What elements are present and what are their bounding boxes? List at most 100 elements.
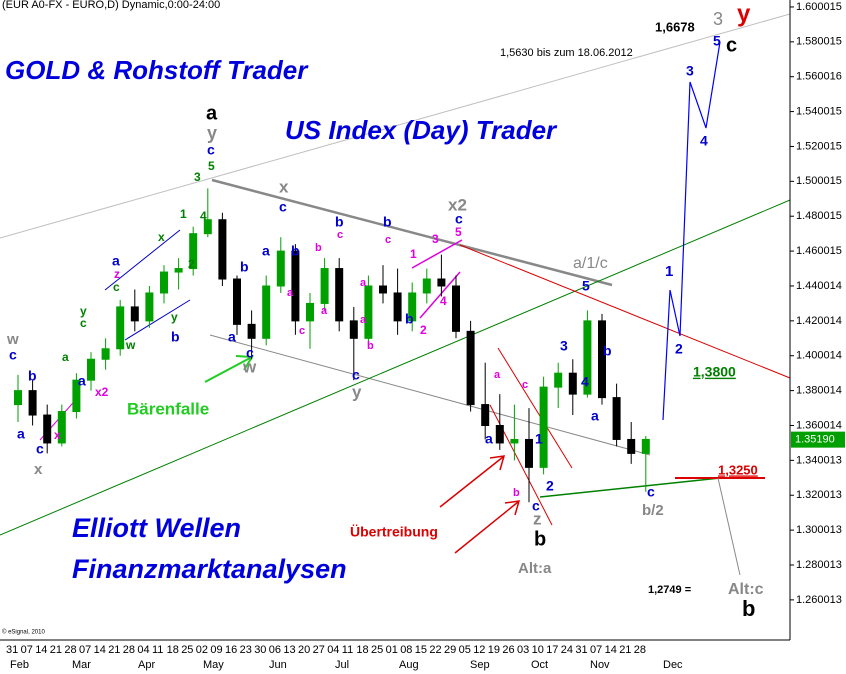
x-day-label: 11 — [342, 644, 353, 656]
last-price-label: 1.35190 — [795, 434, 835, 446]
candle-body — [349, 320, 358, 339]
annotation: 1,3250 — [718, 462, 758, 477]
x-day-label: 15 — [415, 644, 427, 656]
wave-label: c — [279, 199, 287, 215]
candle-body — [510, 438, 519, 444]
wave-label: x — [279, 177, 289, 196]
annotation: 1,6678 — [655, 19, 695, 34]
wave-label: y — [352, 382, 362, 401]
x-day-label: 11 — [152, 644, 163, 656]
wave-label: b — [534, 528, 546, 550]
candle-body — [335, 268, 344, 322]
x-day-label: 14 — [35, 644, 47, 656]
x-month-label: Nov — [590, 659, 610, 671]
x-day-label: 16 — [225, 644, 237, 656]
x-day-label: 19 — [488, 644, 500, 656]
wave-label: a — [321, 305, 328, 317]
wave-label: w — [242, 357, 257, 376]
wave-label: c — [299, 325, 305, 337]
candle-body — [612, 397, 621, 440]
arrow-head — [504, 500, 521, 516]
copyright: © eSignal, 2010 — [2, 629, 45, 636]
y-tick-label: 1.600015 — [796, 1, 842, 13]
x-day-label: 25 — [371, 644, 383, 656]
red-channel-line — [489, 404, 553, 526]
candle-body — [379, 285, 387, 294]
x-day-label: 22 — [429, 644, 441, 656]
x-day-label: 26 — [502, 644, 514, 656]
wave-label: a/1/c — [573, 255, 608, 272]
wave-label: b — [171, 329, 180, 345]
wave-label: y — [737, 0, 751, 27]
candle-body — [627, 438, 636, 454]
wave-label: a — [591, 408, 599, 424]
wave-label: 1 — [410, 247, 417, 261]
wave-label: c — [532, 498, 540, 514]
x-month-label: Sep — [470, 659, 490, 671]
wave-label: x — [54, 428, 61, 442]
candle-body — [14, 390, 22, 406]
wave-label: x2 — [95, 385, 109, 399]
candle-body — [525, 438, 533, 468]
x-day-label: 25 — [181, 644, 193, 656]
x-day-label: 13 — [283, 644, 295, 656]
candle-body — [481, 404, 490, 427]
x-day-label: 07 — [590, 644, 602, 656]
x-month-label: Aug — [399, 659, 419, 671]
annotation: Alt:a — [518, 560, 552, 577]
wave-label: 5 — [713, 33, 721, 49]
x-day-label: 02 — [196, 644, 208, 656]
candle-body — [130, 306, 139, 322]
magenta-channel-line — [419, 271, 461, 319]
red-channel-line — [497, 347, 573, 469]
annotation: 1,3800 — [693, 364, 736, 380]
axes: 1.600015 1.580015 1.560016 1.540015 1.520015… — [6, 1, 845, 671]
wave-label: 2 — [420, 323, 427, 337]
wave-label: 5 — [208, 159, 215, 173]
x-day-label: 14 — [94, 644, 106, 656]
arrow-head — [489, 455, 506, 471]
candle-body — [554, 372, 563, 388]
y-tick-label: 1.440014 — [796, 280, 842, 292]
wave-label: a — [485, 431, 493, 447]
annotation: Übertreibung — [350, 524, 438, 540]
x-day-label: 28 — [64, 644, 76, 656]
wave-label: c — [36, 441, 44, 457]
x-day-label: 24 — [561, 644, 573, 656]
y-tick-label: 1.300013 — [796, 524, 842, 536]
wave-label: 4 — [440, 294, 447, 308]
wave-label: a — [17, 426, 25, 442]
wave-label: c — [455, 211, 463, 227]
upper-trend-line — [0, 13, 791, 239]
candle-body — [43, 414, 52, 444]
candle-body — [189, 233, 198, 270]
x-day-label: 04 — [137, 644, 149, 656]
candle-body — [101, 348, 110, 360]
x-day-label: 14 — [605, 644, 617, 656]
candle-body — [364, 285, 373, 339]
wave-label: c — [352, 367, 360, 383]
wave-label: a — [228, 329, 236, 345]
candle-body — [145, 292, 154, 322]
y-tick-label: 1.520015 — [796, 140, 842, 152]
x-month-label: Dec — [663, 659, 683, 671]
y-tick-label: 1.540015 — [796, 105, 842, 117]
wave-label: 3 — [194, 170, 201, 184]
candle-body — [641, 438, 650, 454]
wave-label: 3 — [686, 63, 694, 79]
arrow — [454, 501, 519, 554]
wave-label: b — [383, 214, 392, 230]
wave-label: a — [112, 253, 120, 269]
wave-label: c — [207, 142, 215, 158]
wave-label: a — [78, 373, 86, 389]
candle-body — [583, 320, 592, 395]
candle-body — [598, 320, 606, 399]
candles — [14, 188, 650, 503]
wave-label: c — [522, 379, 528, 391]
wave-label: 1 — [535, 431, 543, 447]
wave-label: x2 — [448, 195, 467, 214]
wave-label: 3 — [713, 9, 723, 29]
candle-body — [306, 302, 314, 322]
candle-body — [262, 285, 271, 339]
